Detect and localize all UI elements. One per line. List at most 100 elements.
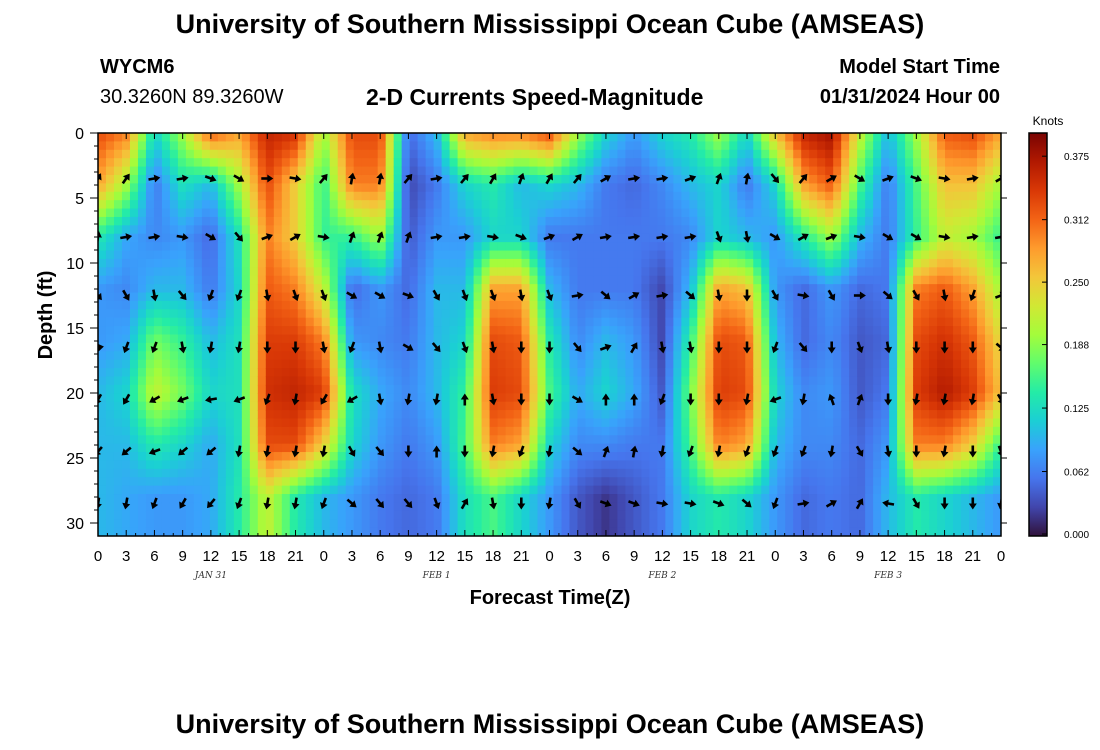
heat-cell <box>609 384 619 394</box>
heat-cell <box>417 267 427 277</box>
heat-cell <box>905 284 914 294</box>
heat-cell <box>273 133 283 142</box>
heat-cell <box>473 485 483 495</box>
heat-cell <box>161 309 171 319</box>
heat-cell <box>225 191 235 201</box>
heat-cell <box>473 401 483 411</box>
heat-cell <box>769 443 778 453</box>
heat-cell <box>185 284 195 294</box>
heat-cell <box>361 351 371 361</box>
heat-cell <box>161 284 171 294</box>
heat-cell <box>713 141 722 151</box>
heat-cell <box>745 477 754 487</box>
heat-cell <box>561 527 571 536</box>
heat-cell <box>297 510 307 520</box>
heat-cell <box>281 174 291 184</box>
heat-cell <box>785 225 794 235</box>
heat-cell <box>897 485 906 495</box>
heat-cell <box>489 468 499 478</box>
heat-cell <box>305 208 315 218</box>
heat-cell <box>865 485 874 495</box>
heat-cell <box>289 452 299 462</box>
heat-cell <box>513 149 523 159</box>
heat-cell <box>289 426 299 436</box>
heat-cell <box>825 183 834 193</box>
heat-cell <box>249 216 259 226</box>
heat-cell <box>721 359 730 369</box>
heat-cell <box>833 174 842 184</box>
heat-cell <box>609 166 619 176</box>
heat-cell <box>457 359 467 369</box>
heat-cell <box>593 208 603 218</box>
heat-cell <box>145 166 155 176</box>
heat-cell <box>913 326 922 336</box>
heat-cell <box>393 326 403 336</box>
heat-cell <box>505 485 515 495</box>
heat-cell <box>225 384 235 394</box>
heat-cell <box>529 527 539 536</box>
heat-cell <box>433 183 443 193</box>
heat-cell <box>537 174 547 184</box>
heat-cell <box>601 460 611 470</box>
heat-cell <box>297 191 307 201</box>
heat-cell <box>721 174 730 184</box>
heat-cell <box>329 250 339 260</box>
heat-cell <box>241 519 251 529</box>
heat-cell <box>665 351 674 361</box>
heat-cell <box>137 158 147 168</box>
heat-cell <box>313 191 323 201</box>
heat-cell <box>721 401 730 411</box>
heat-cell <box>873 477 882 487</box>
heat-cell <box>225 401 235 411</box>
heat-cell <box>377 191 387 201</box>
heat-cell <box>513 166 523 176</box>
heat-cell <box>457 452 467 462</box>
heat-cell <box>425 494 435 504</box>
heat-cell <box>793 351 802 361</box>
heat-cell <box>457 401 467 411</box>
heat-cell <box>777 460 786 470</box>
heat-cell <box>593 191 603 201</box>
heat-cell <box>505 158 515 168</box>
heat-cell <box>833 326 842 336</box>
heat-cell <box>193 384 203 394</box>
heat-cell <box>369 527 379 536</box>
heat-cell <box>809 359 818 369</box>
heat-cell <box>593 443 603 453</box>
heat-cell <box>761 233 770 243</box>
heat-cell <box>473 242 483 252</box>
heat-cell <box>185 510 195 520</box>
heat-cell <box>689 418 698 428</box>
heat-cell <box>657 477 666 487</box>
heat-cell <box>905 426 914 436</box>
heat-cell <box>305 133 315 142</box>
heat-cell <box>601 519 611 529</box>
heat-cell <box>297 494 307 504</box>
heat-cell <box>113 519 123 529</box>
heat-cell <box>809 401 818 411</box>
heat-cell <box>449 485 459 495</box>
heat-cell <box>417 519 427 529</box>
heat-cell <box>873 183 882 193</box>
heat-cell <box>481 485 491 495</box>
heat-cell <box>753 258 762 268</box>
heat-cell <box>545 267 555 277</box>
heat-cell <box>777 368 786 378</box>
heat-cell <box>801 368 810 378</box>
heat-cell <box>889 317 898 327</box>
heat-cell <box>713 485 722 495</box>
heat-cell <box>105 519 115 529</box>
heat-cell <box>393 351 403 361</box>
heat-cell <box>673 443 682 453</box>
heat-cell <box>241 426 251 436</box>
heat-cell <box>409 334 419 344</box>
heat-cell <box>737 376 746 386</box>
heat-cell <box>761 460 770 470</box>
heat-cell <box>193 368 203 378</box>
heat-cell <box>521 334 531 344</box>
heat-cell <box>137 485 147 495</box>
heat-cell <box>817 426 826 436</box>
heat-cell <box>529 317 539 327</box>
heat-cell <box>841 393 850 403</box>
heat-cell <box>409 250 419 260</box>
